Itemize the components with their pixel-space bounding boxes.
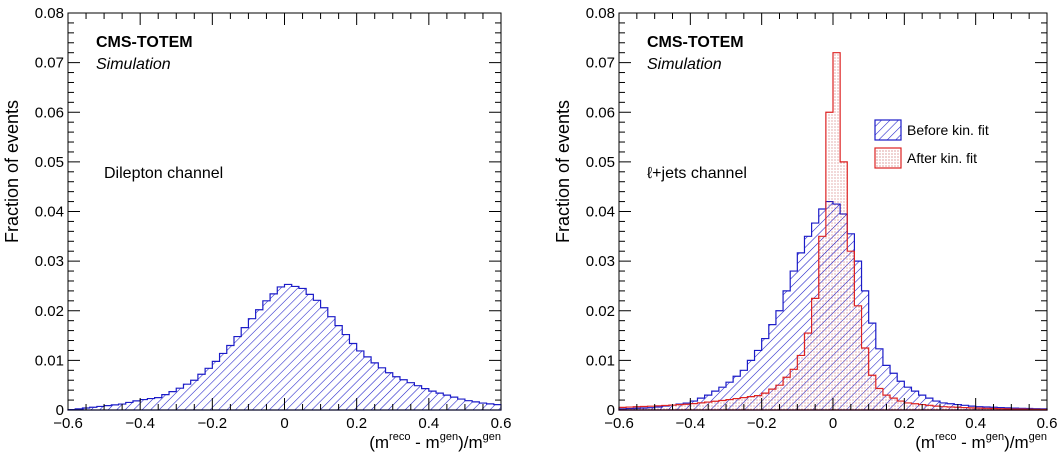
simulation-label: Simulation <box>96 56 171 73</box>
experiment-label: CMS-TOTEM <box>647 34 744 51</box>
y-tick-label: 0.06 <box>35 104 64 121</box>
y-axis-label: Fraction of events <box>553 100 573 243</box>
y-tick-label: 0.08 <box>35 5 64 22</box>
simulation-label: Simulation <box>647 56 722 73</box>
x-axis-label: (mreco - mgen)/mgen <box>915 431 1047 452</box>
x-tick-label: −0.6 <box>604 415 634 432</box>
y-tick-label: 0.08 <box>586 5 615 22</box>
x-tick-label: 0 <box>280 415 288 432</box>
y-tick-label: 0.07 <box>35 55 64 72</box>
y-tick-label: 0.03 <box>586 253 615 270</box>
y-axis-label: Fraction of events <box>2 100 22 243</box>
x-tick-label: −0.2 <box>198 415 228 432</box>
y-tick-label: 0 <box>56 402 64 419</box>
legend-label: Before kin. fit <box>907 122 989 138</box>
y-tick-label: 0.05 <box>586 154 615 171</box>
histogram-series-after-kin-fit <box>618 52 1048 411</box>
x-tick-label: 0.2 <box>894 415 915 432</box>
y-tick-label: 0.02 <box>35 303 64 320</box>
y-tick-label: 0.01 <box>35 352 64 369</box>
x-tick-label: 0.2 <box>346 415 367 432</box>
x-tick-label: 0 <box>829 415 837 432</box>
chart-panel-1: 0 0.01 0.02 0.03 0.04 0.05 0.06 0.07 0.08 −0.6 −0.… <box>2 5 511 452</box>
y-tick-label: 0.03 <box>35 253 64 270</box>
legend-swatch <box>874 147 902 169</box>
x-tick-label: −0.6 <box>53 415 83 432</box>
legend-swatch <box>874 119 902 141</box>
y-tick-label: 0.04 <box>586 204 615 221</box>
x-tick-label: 0.6 <box>1037 415 1058 432</box>
x-tick-label: −0.2 <box>747 415 777 432</box>
y-tick-label: 0.01 <box>586 352 615 369</box>
histogram-series-main <box>67 283 502 411</box>
x-tick-label: 0.6 <box>491 415 512 432</box>
channel-label: ℓ+jets channel <box>647 165 747 182</box>
legend-label: After kin. fit <box>907 150 977 166</box>
experiment-label: CMS-TOTEM <box>96 34 193 51</box>
y-tick-label: 0.07 <box>586 55 615 72</box>
x-axis-label: (mreco - mgen)/mgen <box>369 431 501 452</box>
x-tick-label: −0.4 <box>125 415 155 432</box>
y-tick-label: 0 <box>607 402 615 419</box>
y-tick-label: 0.04 <box>35 204 64 221</box>
y-tick-label: 0.05 <box>35 154 64 171</box>
y-tick-label: 0.06 <box>586 104 615 121</box>
x-tick-label: 0.4 <box>965 415 986 432</box>
chart-panel-2: 0 0.01 0.02 0.03 0.04 0.05 0.06 0.07 0.08 −0.6 −0.… <box>553 5 1057 452</box>
x-tick-label: −0.4 <box>676 415 706 432</box>
x-tick-label: 0.4 <box>418 415 439 432</box>
y-tick-label: 0.02 <box>586 303 615 320</box>
channel-label: Dilepton channel <box>104 165 223 182</box>
